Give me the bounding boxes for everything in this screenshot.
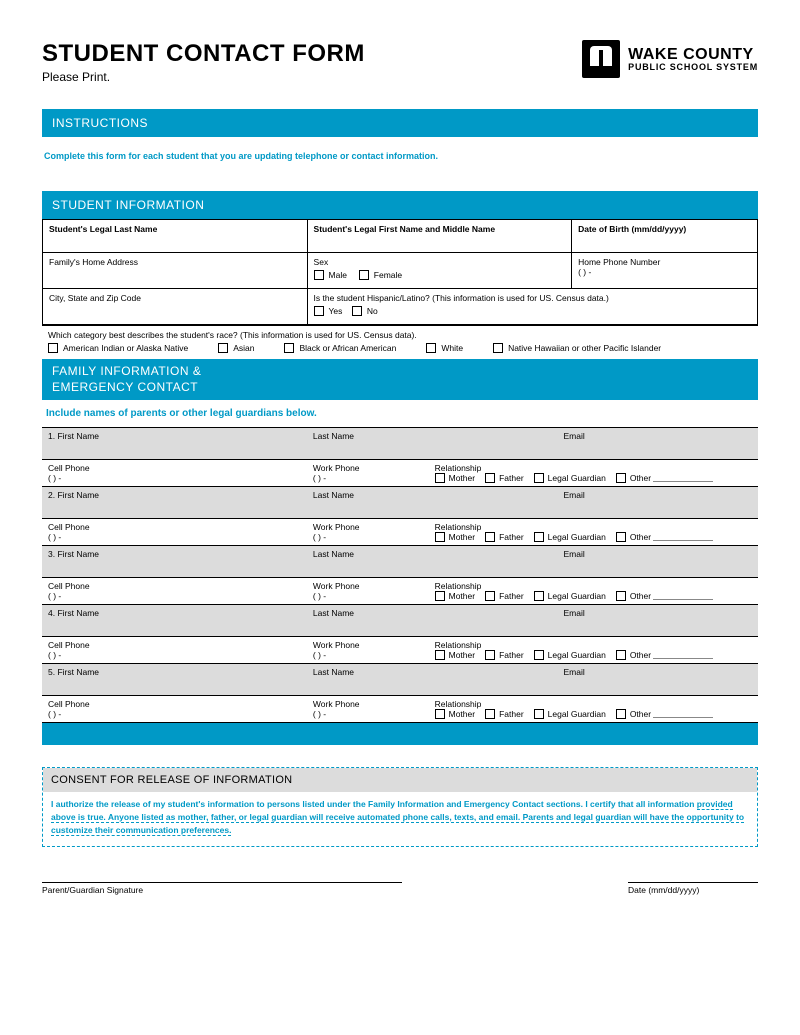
contact-last-name[interactable]: Last Name xyxy=(307,664,558,696)
contact-relationship: RelationshipMotherFatherLegal GuardianOt… xyxy=(429,460,758,487)
contact-work-phone[interactable]: Work Phone( ) - xyxy=(307,637,429,664)
checkbox-race-1[interactable]: Asian xyxy=(218,343,254,353)
checkbox-rel-2[interactable]: Legal Guardian xyxy=(534,591,606,601)
date-field[interactable]: Date (mm/dd/yyyy) xyxy=(628,882,758,895)
contacts-table: 1. First NameLast NameEmailCell Phone( )… xyxy=(42,427,758,723)
title-block: STUDENT CONTACT FORM Please Print. xyxy=(42,40,365,84)
contact-last-name[interactable]: Last Name xyxy=(307,428,558,460)
contact-work-phone[interactable]: Work Phone( ) - xyxy=(307,519,429,546)
checkbox-female[interactable]: Female xyxy=(359,270,402,280)
sex-cell: Sex Male Female xyxy=(307,253,572,289)
checkbox-rel-0[interactable]: Mother xyxy=(435,709,475,719)
checkbox-yes[interactable]: Yes xyxy=(314,306,343,316)
contact-email[interactable]: Email xyxy=(558,428,759,460)
student-table: Student's Legal Last Name Student's Lega… xyxy=(42,219,758,325)
instructions-bar: INSTRUCTIONS xyxy=(42,109,758,137)
label-home-phone: Home Phone Number xyxy=(578,257,751,267)
label-last-name[interactable]: Student's Legal Last Name xyxy=(43,220,308,253)
checkbox-rel-3[interactable]: Other xyxy=(616,709,713,719)
checkbox-rel-2[interactable]: Legal Guardian xyxy=(534,650,606,660)
contact-last-name[interactable]: Last Name xyxy=(307,487,558,519)
contact-relationship: RelationshipMotherFatherLegal GuardianOt… xyxy=(429,578,758,605)
checkbox-rel-1[interactable]: Father xyxy=(485,473,524,483)
signature-row: Parent/Guardian Signature Date (mm/dd/yy… xyxy=(42,882,758,895)
contact-first-name[interactable]: 3. First Name xyxy=(42,546,307,578)
contact-last-name[interactable]: Last Name xyxy=(307,605,558,637)
contact-first-name[interactable]: 1. First Name xyxy=(42,428,307,460)
contact-relationship: RelationshipMotherFatherLegal GuardianOt… xyxy=(429,696,758,723)
header: STUDENT CONTACT FORM Please Print. WAKE … xyxy=(42,40,758,84)
checkbox-rel-0[interactable]: Mother xyxy=(435,591,475,601)
contact-last-name[interactable]: Last Name xyxy=(307,546,558,578)
home-phone-field: ( ) - xyxy=(578,267,751,277)
checkbox-rel-2[interactable]: Legal Guardian xyxy=(534,709,606,719)
contact-cell-phone[interactable]: Cell Phone( ) - xyxy=(42,578,142,605)
contact-work-phone[interactable]: Work Phone( ) - xyxy=(307,460,429,487)
label-sex: Sex xyxy=(314,257,566,267)
logo-line2: PUBLIC SCHOOL SYSTEM xyxy=(628,63,758,72)
contact-cell-phone[interactable]: Cell Phone( ) - xyxy=(42,696,142,723)
family-note: Include names of parents or other legal … xyxy=(42,400,758,427)
contact-email[interactable]: Email xyxy=(558,605,759,637)
logo-text: WAKE COUNTY PUBLIC SCHOOL SYSTEM xyxy=(628,47,758,72)
checkbox-rel-1[interactable]: Father xyxy=(485,532,524,542)
subtitle: Please Print. xyxy=(42,70,365,84)
label-hispanic: Is the student Hispanic/Latino? (This in… xyxy=(314,293,751,303)
checkbox-rel-1[interactable]: Father xyxy=(485,650,524,660)
label-city[interactable]: City, State and Zip Code xyxy=(43,289,308,325)
contact-relationship: RelationshipMotherFatherLegal GuardianOt… xyxy=(429,519,758,546)
page-title: STUDENT CONTACT FORM xyxy=(42,40,365,68)
instructions-text: Complete this form for each student that… xyxy=(42,137,758,191)
checkbox-rel-0[interactable]: Mother xyxy=(435,532,475,542)
contact-work-phone[interactable]: Work Phone( ) - xyxy=(307,578,429,605)
contact-cell-phone[interactable]: Cell Phone( ) - xyxy=(42,637,142,664)
checkbox-rel-2[interactable]: Legal Guardian xyxy=(534,532,606,542)
contact-first-name[interactable]: 4. First Name xyxy=(42,605,307,637)
consent-title: CONSENT FOR RELEASE OF INFORMATION xyxy=(43,768,757,792)
contact-email[interactable]: Email xyxy=(558,487,759,519)
checkbox-rel-3[interactable]: Other xyxy=(616,650,713,660)
checkbox-no[interactable]: No xyxy=(352,306,378,316)
label-dob[interactable]: Date of Birth (mm/dd/yyyy) xyxy=(572,220,758,253)
checkbox-race-4[interactable]: Native Hawaiian or other Pacific Islande… xyxy=(493,343,661,353)
label-address[interactable]: Family's Home Address xyxy=(43,253,308,289)
checkbox-rel-0[interactable]: Mother xyxy=(435,473,475,483)
checkbox-rel-1[interactable]: Father xyxy=(485,709,524,719)
student-info-bar: STUDENT INFORMATION xyxy=(42,191,758,219)
checkbox-rel-3[interactable]: Other xyxy=(616,591,713,601)
consent-box: CONSENT FOR RELEASE OF INFORMATION I aut… xyxy=(42,767,758,847)
consent-body: I authorize the release of my student's … xyxy=(43,792,757,846)
checkbox-rel-1[interactable]: Father xyxy=(485,591,524,601)
contact-cell-phone[interactable]: Cell Phone( ) - xyxy=(42,460,142,487)
checkbox-race-2[interactable]: Black or African American xyxy=(284,343,396,353)
checkbox-rel-0[interactable]: Mother xyxy=(435,650,475,660)
family-bar: FAMILY INFORMATION & EMERGENCY CONTACT xyxy=(42,359,758,400)
home-phone-cell[interactable]: Home Phone Number ( ) - xyxy=(572,253,758,289)
contact-email[interactable]: Email xyxy=(558,546,759,578)
checkbox-race-0[interactable]: American Indian or Alaska Native xyxy=(48,343,188,353)
label-race: Which category best describes the studen… xyxy=(48,330,752,340)
contact-cell-phone[interactable]: Cell Phone( ) - xyxy=(42,519,142,546)
contact-first-name[interactable]: 2. First Name xyxy=(42,487,307,519)
logo-line1: WAKE COUNTY xyxy=(628,47,758,63)
checkbox-race-3[interactable]: White xyxy=(426,343,463,353)
blue-strip xyxy=(42,723,758,745)
checkbox-rel-3[interactable]: Other xyxy=(616,532,713,542)
label-first-middle[interactable]: Student's Legal First Name and Middle Na… xyxy=(307,220,572,253)
contact-relationship: RelationshipMotherFatherLegal GuardianOt… xyxy=(429,637,758,664)
contact-first-name[interactable]: 5. First Name xyxy=(42,664,307,696)
checkbox-rel-3[interactable]: Other xyxy=(616,473,713,483)
signature-field[interactable]: Parent/Guardian Signature xyxy=(42,882,402,895)
logo-icon xyxy=(582,40,620,78)
race-block: Which category best describes the studen… xyxy=(42,325,758,359)
contact-work-phone[interactable]: Work Phone( ) - xyxy=(307,696,429,723)
hispanic-cell: Is the student Hispanic/Latino? (This in… xyxy=(307,289,757,325)
logo: WAKE COUNTY PUBLIC SCHOOL SYSTEM xyxy=(582,40,758,78)
checkbox-rel-2[interactable]: Legal Guardian xyxy=(534,473,606,483)
contact-email[interactable]: Email xyxy=(558,664,759,696)
checkbox-male[interactable]: Male xyxy=(314,270,347,280)
